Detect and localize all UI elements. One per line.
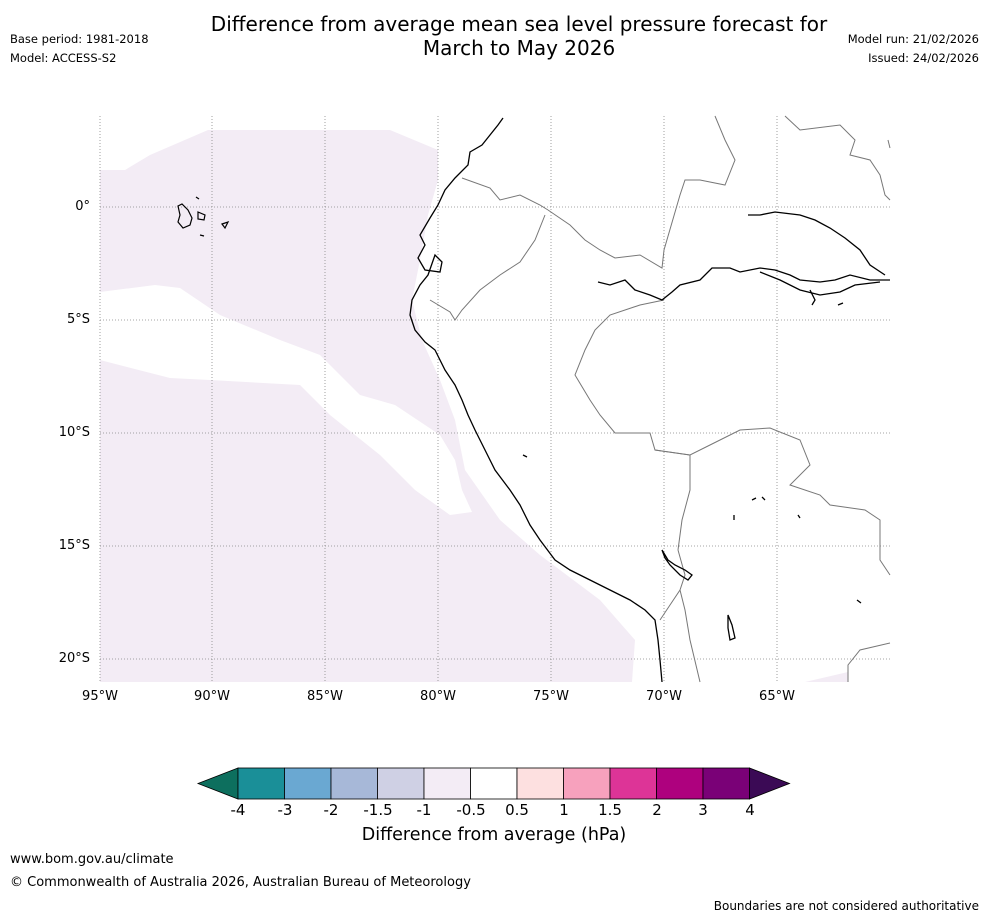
lon-label-95w: 95°W [82, 689, 118, 704]
border-bolivia-chile [679, 589, 701, 683]
colorbar-bin [237, 767, 285, 800]
lon-label-85w: 85°W [307, 689, 343, 704]
colorbar-tick: -4 [230, 801, 246, 819]
lake-titicaca [661, 549, 693, 581]
colorbar-tick: 3 [698, 801, 708, 819]
colorbar-tick: 1.5 [598, 801, 622, 819]
lat-label-0: 0° [75, 199, 90, 214]
colorbar-bin [423, 767, 471, 800]
lon-label-70w: 70°W [646, 689, 682, 704]
anomaly-region-land-corner [805, 672, 848, 682]
gridlines [99, 116, 890, 682]
river-amazon-south-bank [759, 271, 881, 296]
model-run: Model run: 21/02/2026 [847, 32, 979, 46]
colorbar-tick: 1 [559, 801, 569, 819]
border-colombia-ecuador [461, 177, 549, 211]
model-name: Model: ACCESS-S2 [10, 51, 117, 65]
island-san-cristobal [221, 220, 230, 230]
anomaly-region-ocean [100, 130, 635, 682]
colorbar-extend-high [749, 767, 791, 800]
colorbar-bin [330, 767, 378, 800]
border-small [887, 139, 891, 149]
border-paraguay [847, 642, 891, 682]
colorbar-title: Difference from average (hPa) [361, 825, 627, 845]
island-isabela [177, 203, 193, 229]
river-rio-negro [748, 211, 886, 276]
colorbar-tick: -1.5 [363, 801, 393, 819]
lat-label-15s: 15°S [58, 538, 90, 553]
island-santa-cruz [197, 211, 206, 221]
colorbar-tick: 4 [745, 801, 755, 819]
lake-small-1 [522, 454, 528, 458]
border-brazil-north [784, 115, 891, 201]
coastlines [409, 117, 890, 683]
lat-label-5s: 5°S [66, 312, 90, 327]
island-santiago [195, 196, 200, 200]
title-line-2: March to May 2026 [422, 36, 616, 60]
metadata-left: Base period: 1981-2018 Model: ACCESS-S2 [10, 30, 149, 68]
colorbar-tick: -3 [277, 801, 293, 819]
colorbar-tick: -1 [416, 801, 432, 819]
copyright-text: © Commonwealth of Australia 2026, Austra… [10, 875, 471, 890]
colorbar-tick: -2 [323, 801, 339, 819]
border-peru-brazil [574, 299, 691, 551]
chart-title: Difference from average mean sea level p… [150, 12, 888, 60]
title-line-1: Difference from average mean sea level p… [210, 12, 828, 36]
colorbar-tick: -0.5 [456, 801, 486, 819]
colorbar-bin [516, 767, 564, 800]
colorbar-bin [563, 767, 611, 800]
country-borders [429, 115, 891, 683]
colorbar [196, 767, 791, 800]
colorbar-bin [284, 767, 332, 800]
colorbar-extend-low [196, 767, 239, 800]
galapagos-islands [177, 196, 230, 237]
lake-small-2 [733, 496, 801, 520]
river-tributary [809, 289, 816, 306]
border-bolivia-brazil [654, 427, 891, 576]
lat-label-10s: 10°S [58, 425, 90, 440]
metadata-right: Model run: 21/02/2026 Issued: 24/02/2026 [848, 30, 979, 68]
colorbar-bin [702, 767, 750, 800]
colorbar-bin [656, 767, 704, 800]
lon-label-90w: 90°W [194, 689, 230, 704]
issued-date: Issued: 24/02/2026 [868, 51, 979, 65]
border-ecuador-peru [429, 214, 546, 321]
lon-label-65w: 65°W [759, 689, 795, 704]
colorbar-bin [609, 767, 657, 800]
base-period: Base period: 1981-2018 [10, 32, 149, 46]
river-amazon [597, 267, 890, 301]
colorbar-bin [377, 767, 425, 800]
disclaimer-text: Boundaries are not considered authoritat… [713, 899, 979, 913]
lon-label-80w: 80°W [420, 689, 456, 704]
colorbar-tick: 0.5 [505, 801, 529, 819]
colorbar-tick: 2 [652, 801, 662, 819]
coastline-pacific [409, 117, 663, 683]
website-link[interactable]: www.bom.gov.au/climate [10, 852, 174, 867]
colorbar-bin [470, 767, 518, 800]
border-colombia-brazil [547, 115, 736, 269]
lon-label-75w: 75°W [533, 689, 569, 704]
island-floreana [199, 234, 205, 237]
lake-poopo [727, 614, 736, 641]
lake-small-3 [837, 302, 862, 604]
lat-label-20s: 20°S [58, 651, 90, 666]
